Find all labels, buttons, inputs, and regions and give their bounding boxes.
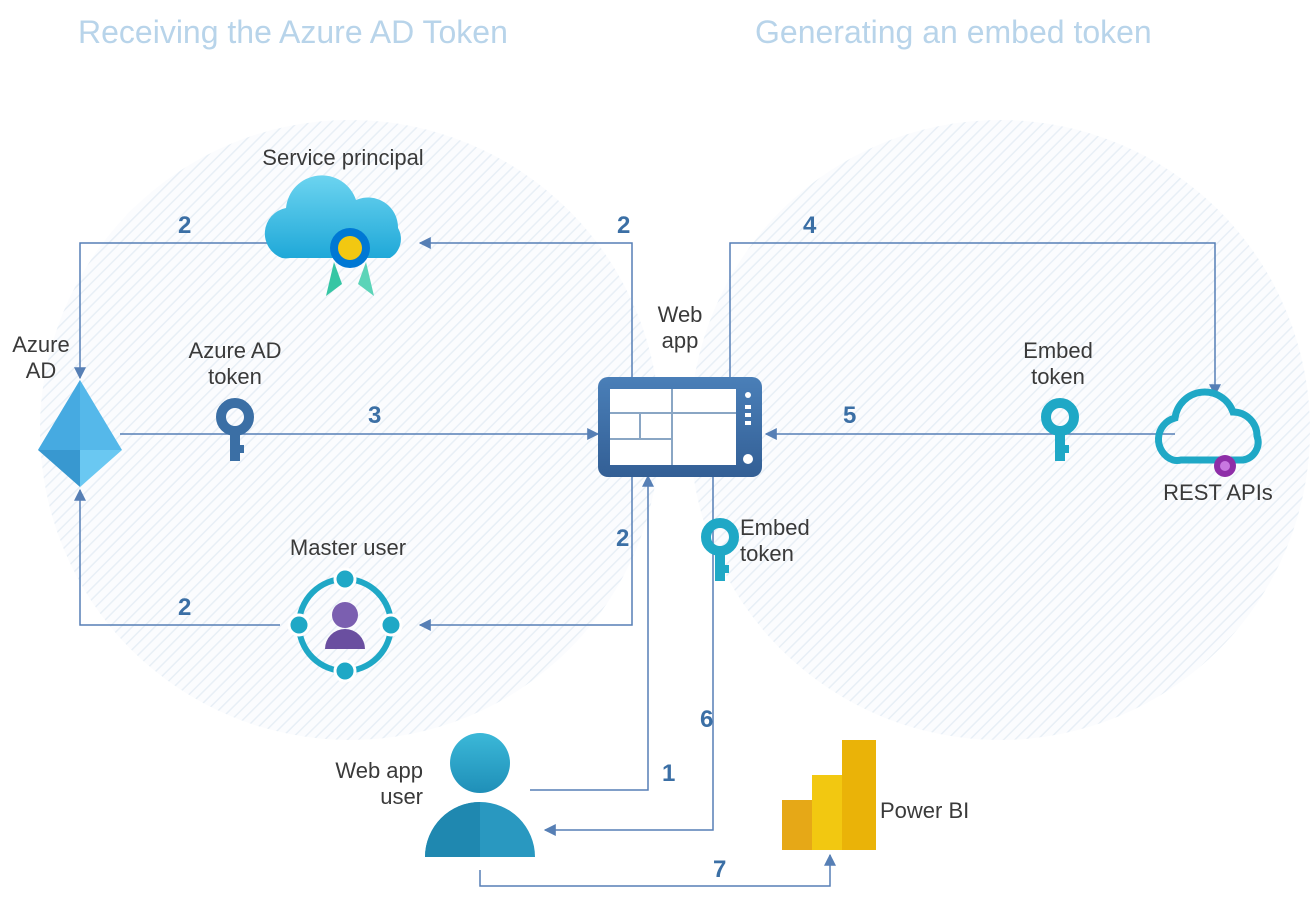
label-master-user: Master user <box>268 535 428 561</box>
web-app-icon <box>598 377 762 477</box>
step-3: 3 <box>368 402 381 430</box>
step-2c: 2 <box>616 525 629 553</box>
label-web-app-user: Web app user <box>303 758 423 810</box>
step-7: 7 <box>713 856 726 884</box>
step-4: 4 <box>803 212 816 240</box>
label-embed-token-center: Embed token <box>740 515 830 567</box>
step-1: 1 <box>662 760 675 788</box>
label-embed-token-right: Embed token <box>998 338 1118 390</box>
diagram-canvas <box>0 0 1311 921</box>
step-5: 5 <box>843 402 856 430</box>
step-2b: 2 <box>178 212 191 240</box>
heading-right: Generating an embed token <box>755 14 1152 51</box>
label-rest-apis: REST APIs <box>1153 480 1283 506</box>
step-2a: 2 <box>617 212 630 240</box>
label-azure-ad-token: Azure AD token <box>165 338 305 390</box>
edge-7 <box>480 855 830 886</box>
label-service-principal: Service principal <box>243 145 443 171</box>
heading-left: Receiving the Azure AD Token <box>78 14 508 51</box>
right-circle-bg <box>690 120 1310 740</box>
label-azure-ad: Azure AD <box>6 332 76 384</box>
power-bi-icon <box>782 740 876 850</box>
web-app-user-icon <box>425 733 535 857</box>
step-2d: 2 <box>178 594 191 622</box>
label-web-app: Web app <box>640 302 720 354</box>
step-6: 6 <box>700 706 713 734</box>
label-power-bi: Power BI <box>880 798 1000 824</box>
